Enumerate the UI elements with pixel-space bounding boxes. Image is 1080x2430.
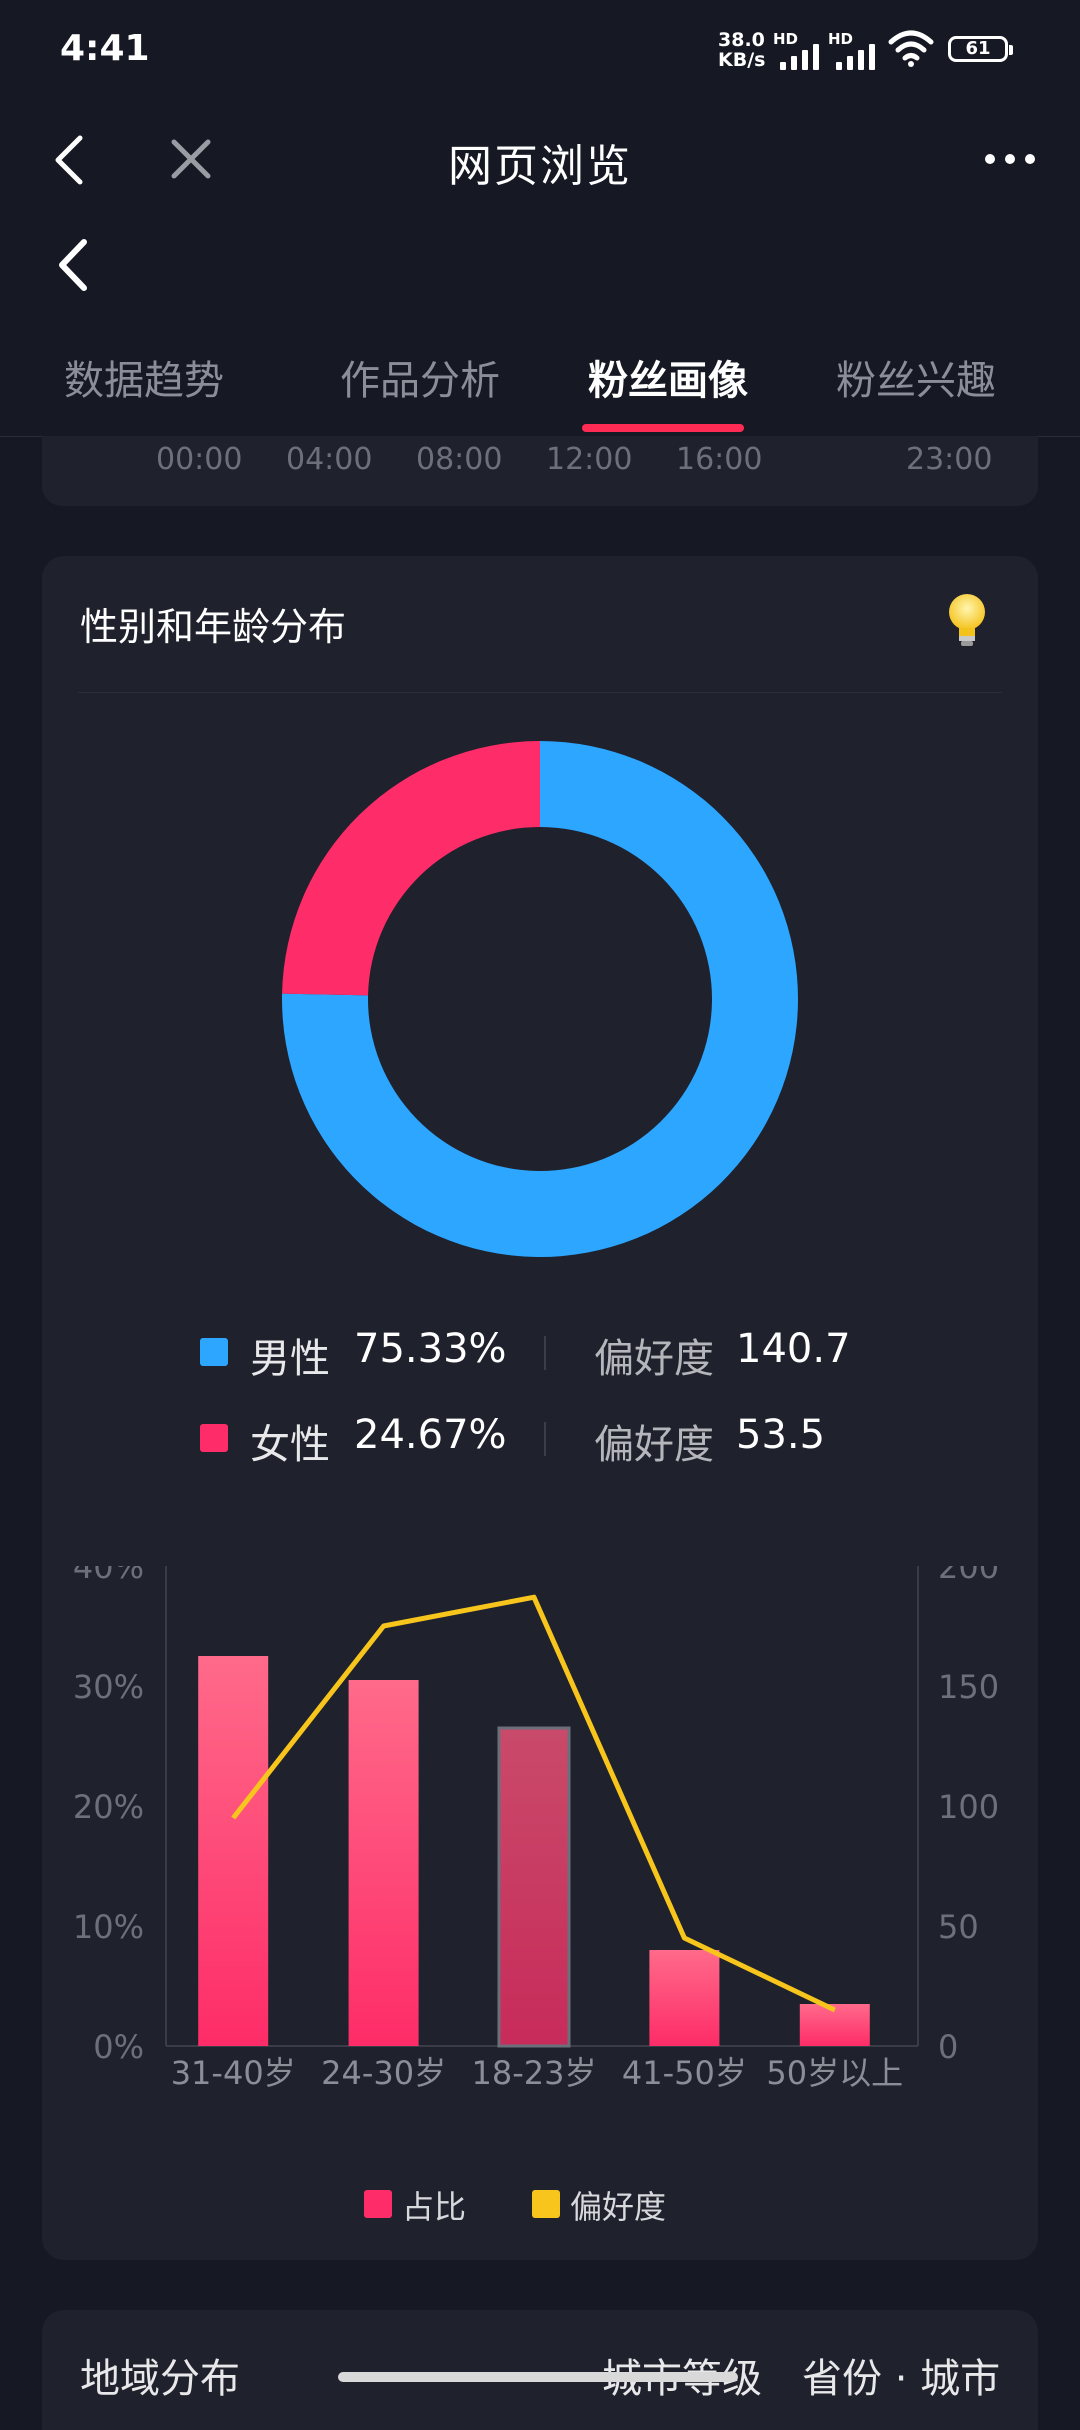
male-color-swatch (200, 1338, 228, 1366)
gender-age-card: 性别和年龄分布 男性 75.33% 偏好度 140.7 女性 24.67% 偏好… (42, 556, 1038, 2260)
left-tick-label: 20% (73, 1788, 144, 1826)
x-tick-label: 50岁以上 (766, 2054, 903, 2092)
network-speed-value: 38.0 (718, 29, 765, 51)
region-card-title: 地域分布 (80, 2356, 240, 2402)
more-icon[interactable] (980, 134, 1040, 184)
preference-line (231, 1594, 836, 2013)
wifi-icon (888, 30, 934, 67)
x-tick-label: 31-40岁 (171, 2054, 296, 2092)
share-legend-label: 占比 (402, 2188, 467, 2226)
legend-row-male: 男性 75.33% 偏好度 140.7 (42, 1322, 1038, 1382)
active-time-card: 00:00 04:00 08:00 12:00 16:00 23:00 (42, 436, 1038, 506)
signal-icon-1 (780, 44, 819, 70)
right-tick-label: 0 (938, 2028, 958, 2066)
bar-18-23岁[interactable] (497, 1726, 571, 2048)
preference-legend-label: 偏好度 (570, 2188, 667, 2226)
card-title: 性别和年龄分布 (80, 605, 347, 649)
browser-header: 网页浏览 (0, 100, 1080, 220)
hd-label-2: HD (828, 30, 854, 48)
male-pref-label: 偏好度 (594, 1336, 714, 1382)
bar-41-50岁[interactable] (649, 1950, 720, 2046)
legend-row-female: 女性 24.67% 偏好度 53.5 (42, 1408, 1038, 1468)
region-card: 地域分布 城市等级 省份 · 城市 (42, 2310, 1038, 2430)
page-title: 网页浏览 (448, 141, 632, 192)
time-tick: 00:00 (156, 442, 243, 477)
female-label: 女性 (250, 1422, 330, 1468)
female-percent: 24.67% (354, 1412, 507, 1458)
female-pref-label: 偏好度 (594, 1422, 714, 1468)
bar-24-30岁[interactable] (348, 1680, 419, 2046)
back-arrow-icon[interactable] (50, 120, 90, 200)
x-tick-label: 24-30岁 (321, 2054, 446, 2092)
legend-separator (544, 1422, 546, 1456)
network-speed: 38.0 KB/s (718, 30, 765, 70)
left-tick-label: 10% (73, 1908, 144, 1946)
right-tick-label: 150 (938, 1668, 999, 1706)
close-icon[interactable] (166, 134, 216, 184)
tab-fan-interest[interactable]: 粉丝兴趣 (836, 358, 996, 404)
home-indicator (338, 2372, 738, 2382)
left-tick-label: 40% (73, 1566, 144, 1586)
time-tick: 04:00 (286, 442, 373, 477)
right-tick-label: 50 (938, 1908, 979, 1946)
male-pref-value: 140.7 (736, 1326, 851, 1372)
left-tick-label: 30% (73, 1668, 144, 1706)
right-tick-label: 200 (938, 1566, 999, 1586)
page-back-icon[interactable] (54, 230, 94, 300)
right-tick-label: 100 (938, 1788, 999, 1826)
bar-50岁以上[interactable] (799, 2004, 870, 2046)
hd-label-1: HD (773, 30, 799, 48)
legend-separator (544, 1336, 546, 1370)
tab-bar: 数据趋势 作品分析 粉丝画像 粉丝兴趣 (0, 330, 1080, 437)
time-tick: 08:00 (416, 442, 503, 477)
donut-slice-male[interactable] (281, 741, 798, 1257)
x-tick-label: 18-23岁 (472, 2054, 597, 2092)
network-speed-unit: KB/s (718, 49, 766, 71)
tab-active-indicator (582, 424, 744, 432)
left-tick-label: 0% (93, 2028, 144, 2066)
male-percent: 75.33% (354, 1326, 507, 1372)
gender-donut-chart (281, 741, 798, 1257)
time-tick: 23:00 (906, 442, 993, 477)
tab-data-trend[interactable]: 数据趋势 (64, 358, 224, 404)
female-color-swatch (200, 1424, 228, 1452)
age-chart-legend: 占比 偏好度 (42, 2180, 1038, 2230)
battery-icon: 61 (948, 36, 1013, 62)
female-pref-value: 53.5 (736, 1412, 826, 1458)
share-legend-swatch (364, 2190, 392, 2218)
signal-icon-2 (836, 44, 875, 70)
age-combo-chart: 0% 10% 20% 30% 40% 0 50 100 150 200 31-40岁 24-30岁 18… (73, 1566, 999, 2092)
bar-31-40岁[interactable] (198, 1656, 269, 2046)
male-label: 男性 (250, 1336, 330, 1382)
province-city-tab[interactable]: 省份 · 城市 (802, 2356, 1001, 2402)
status-time: 4:41 (60, 28, 150, 69)
lightbulb-icon[interactable] (942, 590, 992, 650)
tab-works-analysis[interactable]: 作品分析 (340, 358, 500, 404)
tab-fan-profile[interactable]: 粉丝画像 (588, 358, 748, 404)
donut-slice-female[interactable] (282, 741, 540, 996)
card-divider (78, 692, 1002, 693)
time-tick: 12:00 (546, 442, 633, 477)
x-tick-label: 41-50岁 (622, 2054, 747, 2092)
time-tick: 16:00 (676, 442, 763, 477)
status-bar: 4:41 38.0 KB/s HD HD 61 (0, 0, 1080, 100)
preference-legend-swatch (532, 2190, 560, 2218)
